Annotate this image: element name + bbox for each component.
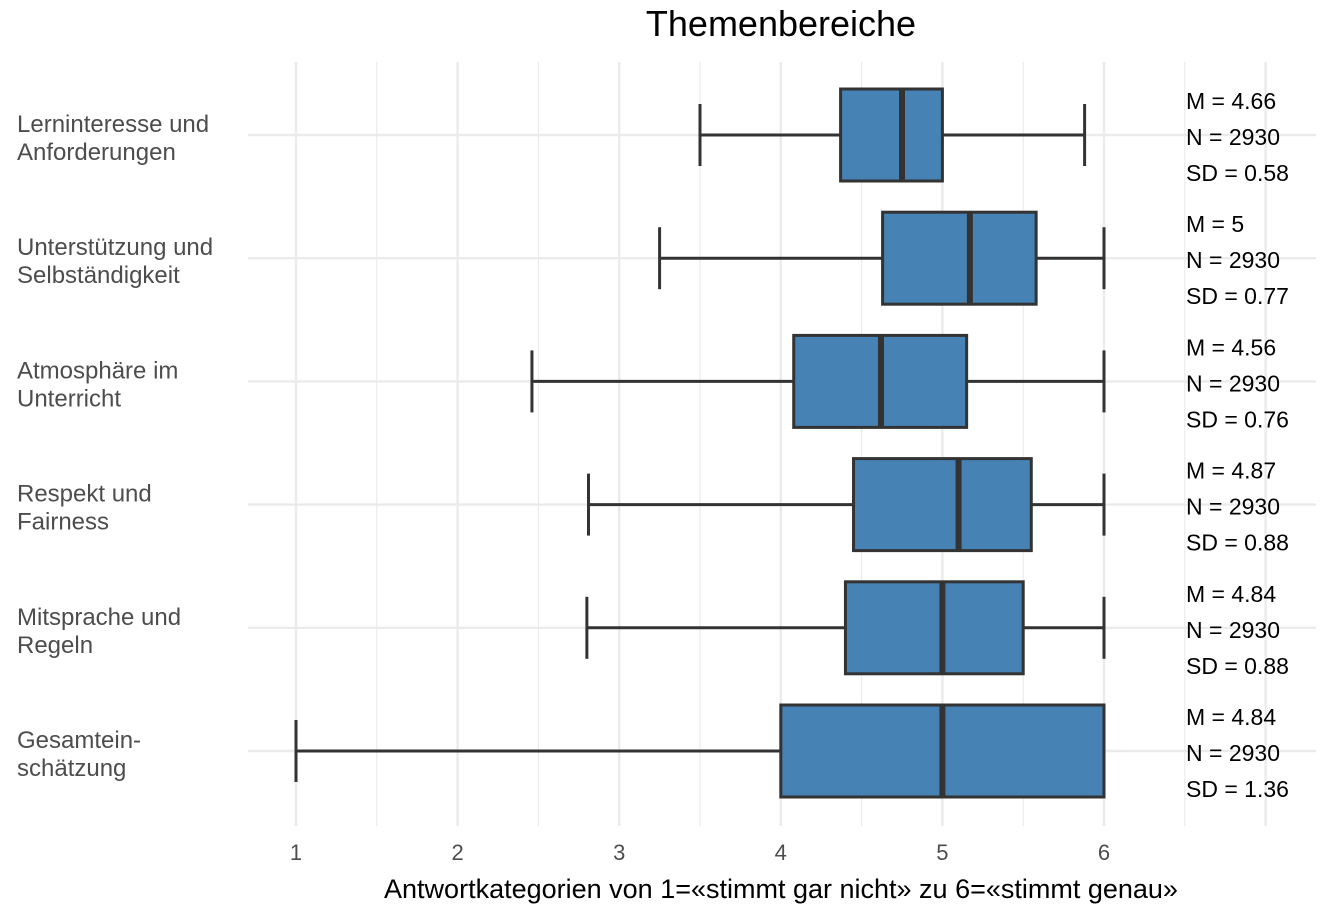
box-group — [530, 333, 1106, 429]
iqr-box — [852, 457, 1033, 553]
stat-label: M = 4.84 — [1186, 581, 1276, 607]
category-label-line: Gesamtein- — [17, 727, 141, 754]
category-label: Mitsprache und Regeln — [17, 604, 181, 659]
x-tick-label: 1 — [290, 840, 302, 865]
category-label: Gesamtein-schätzung — [17, 727, 141, 782]
stat-label: M = 4.87 — [1186, 458, 1276, 484]
x-tick-label: 2 — [451, 840, 463, 865]
box-group — [294, 703, 1106, 799]
box-group — [658, 210, 1106, 306]
category-label-line: Unterstützung und — [17, 234, 213, 261]
x-axis-ticks: 1 2 3 4 5 6 — [290, 840, 1110, 865]
box-group — [586, 457, 1106, 553]
category-labels: Lerninteresse und Anforderungen Unterstütz… — [17, 111, 213, 782]
category-label-line: Anforderungen — [17, 139, 176, 166]
chart-title: Themenbereiche — [646, 3, 916, 44]
category-label-line: Regeln — [17, 632, 93, 659]
box-group — [585, 580, 1106, 676]
stat-label: N = 2930 — [1186, 124, 1280, 150]
category-label-line: schätzung — [17, 755, 126, 782]
stat-label: N = 2930 — [1186, 740, 1280, 766]
x-tick-label: 3 — [613, 840, 625, 865]
stat-label: SD = 1.36 — [1186, 776, 1289, 802]
stat-label: SD = 0.76 — [1186, 406, 1289, 432]
category-label-line: Mitsprache und — [17, 604, 181, 631]
stat-label: M = 4.56 — [1186, 334, 1276, 360]
x-tick-label: 4 — [775, 840, 787, 865]
category-label-line: Unterricht — [17, 385, 121, 412]
category-label-line: Selbständigkeit — [17, 262, 180, 289]
stat-label: SD = 0.88 — [1186, 530, 1289, 556]
boxes — [294, 87, 1106, 799]
stat-label: N = 2930 — [1186, 494, 1280, 520]
stat-label: M = 4.84 — [1186, 704, 1276, 730]
category-label-line: Fairness — [17, 509, 109, 536]
stat-label: N = 2930 — [1186, 247, 1280, 273]
stat-label: M = 4.66 — [1186, 88, 1276, 114]
stat-label: SD = 0.77 — [1186, 283, 1289, 309]
stat-label: N = 2930 — [1186, 370, 1280, 396]
stat-label: N = 2930 — [1186, 617, 1280, 643]
category-label-line: Lerninteresse und — [17, 111, 209, 138]
iqr-box — [843, 580, 1025, 676]
stat-labels: M = 4.66 N = 2930 SD = 0.58 M = 5 N = 2930 SD… — [1186, 88, 1289, 802]
iqr-box — [881, 210, 1038, 306]
x-axis-label: Antwortkategorien von 1=«stimmt gar nich… — [384, 874, 1178, 904]
x-tick-label: 6 — [1098, 840, 1110, 865]
iqr-box — [839, 87, 944, 183]
stat-label: SD = 0.88 — [1186, 653, 1289, 679]
box-group — [698, 87, 1087, 183]
category-label: Unterstützung und Selbständigkeit — [17, 234, 213, 289]
x-tick-label: 5 — [936, 840, 948, 865]
category-label: Respekt und Fairness — [17, 481, 152, 536]
category-label: Atmosphäre im Unterricht — [17, 357, 178, 412]
stat-label: SD = 0.58 — [1186, 160, 1289, 186]
category-label: Lerninteresse und Anforderungen — [17, 111, 209, 166]
stat-label: M = 5 — [1186, 211, 1244, 237]
category-label-line: Atmosphäre im — [17, 357, 178, 384]
category-label-line: Respekt und — [17, 481, 152, 508]
